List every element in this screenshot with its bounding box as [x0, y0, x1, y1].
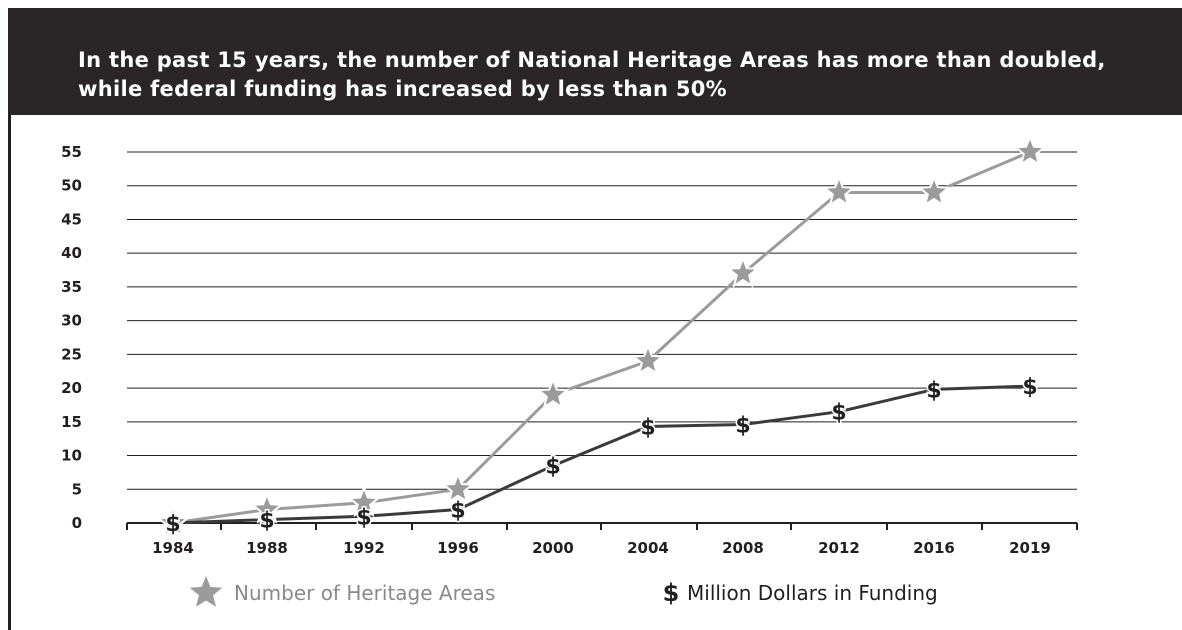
legend-label-funding: Million Dollars in Funding — [687, 581, 938, 605]
star-icon — [631, 343, 665, 376]
y-tick-25: 25 — [61, 345, 82, 363]
x-axis: 1984 1988 1992 1996 2000 2004 2008 2012 2016 2019 — [126, 522, 1078, 557]
star-icon — [726, 255, 760, 288]
legend-label-heritage-areas: Number of Heritage Areas — [234, 581, 495, 605]
y-tick-15: 15 — [61, 413, 82, 431]
dollar-icon: $ — [259, 509, 274, 534]
star-icon — [441, 471, 475, 504]
left-border — [8, 115, 11, 630]
star-icon — [156, 505, 190, 538]
series-markers: $ $ $ $ $ $ $ $ $ $ — [156, 134, 1047, 539]
x-tick-1996: 1996 — [437, 539, 479, 557]
y-tick-10: 10 — [61, 447, 82, 465]
legend-star-icon — [189, 576, 223, 607]
y-tick-50: 50 — [61, 177, 82, 195]
series-line-1 — [172, 384, 1031, 525]
dollar-icon: $ — [165, 512, 180, 537]
y-tick-0: 0 — [72, 514, 82, 532]
gridlines — [127, 151, 1077, 490]
y-tick-55: 55 — [61, 143, 82, 161]
dollar-icon: $ — [1022, 375, 1037, 400]
x-tick-2008: 2008 — [722, 539, 764, 557]
dollar-icon: $ — [831, 401, 846, 426]
dollar-icon: $ — [545, 455, 560, 480]
series-line-0 — [172, 150, 1031, 525]
x-tick-1992: 1992 — [343, 539, 385, 557]
x-tick-2004: 2004 — [627, 539, 669, 557]
y-tick-30: 30 — [61, 312, 82, 330]
legend-dollar-icon: $ — [663, 579, 680, 607]
y-tick-5: 5 — [72, 480, 82, 498]
y-tick-40: 40 — [61, 244, 82, 262]
series-lines — [172, 150, 1031, 525]
x-tick-1988: 1988 — [246, 539, 288, 557]
x-tick-2000: 2000 — [532, 539, 574, 557]
x-tick-2012: 2012 — [818, 539, 860, 557]
dollar-icon: $ — [356, 505, 371, 530]
dollar-icon: $ — [450, 499, 465, 524]
y-tick-35: 35 — [61, 278, 82, 296]
dollar-icon: $ — [926, 378, 941, 403]
x-tick-2019: 2019 — [1009, 539, 1051, 557]
dollar-icon: $ — [640, 416, 655, 441]
title-banner: In the past 15 years, the number of Nati… — [8, 8, 1182, 115]
star-icon — [250, 491, 284, 524]
legend: Number of Heritage Areas $ Million Dollars… — [189, 576, 938, 607]
x-tick-1984: 1984 — [152, 539, 194, 557]
y-tick-20: 20 — [61, 379, 82, 397]
star-icon — [822, 174, 856, 207]
x-tick-2016: 2016 — [913, 539, 955, 557]
y-tick-45: 45 — [61, 210, 82, 228]
y-axis-ticks: 0 5 10 15 20 25 30 35 40 45 50 55 — [61, 143, 82, 532]
dollar-icon: $ — [735, 414, 750, 439]
chart-title: In the past 15 years, the number of Nati… — [78, 48, 1106, 101]
star-icon — [917, 174, 951, 207]
star-icon — [536, 377, 570, 410]
star-icon — [347, 485, 381, 518]
star-icon — [1013, 134, 1047, 167]
